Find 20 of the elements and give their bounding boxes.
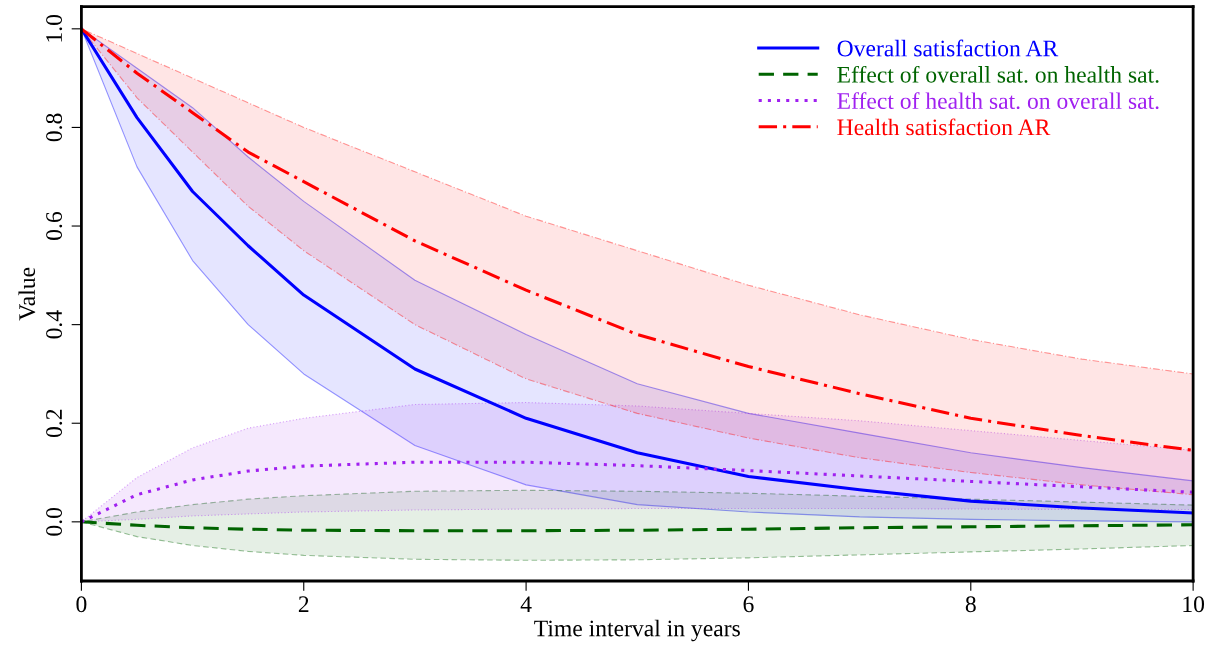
legend-label: Effect of overall sat. on health sat. xyxy=(837,65,1159,83)
y-tick-label: 1.0 xyxy=(46,14,63,42)
y-tick-label: 0.0 xyxy=(46,507,63,536)
legend-label: Effect of health sat. on overall sat. xyxy=(837,92,1159,110)
x-tick-label: 2 xyxy=(298,596,309,612)
legend-label: Health satisfaction AR xyxy=(837,118,1051,136)
y-tick-label: 0.6 xyxy=(46,211,63,240)
y-tick-label: 0.4 xyxy=(46,310,63,339)
legend-label: Overall satisfaction AR xyxy=(837,39,1059,57)
x-tick-label: 0 xyxy=(76,596,87,613)
line-series xyxy=(81,460,1194,524)
x-tick-label: 8 xyxy=(965,596,976,613)
y-axis-title: Value xyxy=(18,267,36,321)
x-tick-label: 10 xyxy=(1183,596,1205,613)
x-tick-label: 4 xyxy=(520,596,532,612)
y-tick-label: 0.8 xyxy=(46,113,63,142)
x-tick-label: 6 xyxy=(743,596,754,613)
x-axis-title: Time interval in years xyxy=(534,619,740,642)
line-series xyxy=(81,520,1194,533)
y-tick-label: 0.2 xyxy=(46,409,63,438)
